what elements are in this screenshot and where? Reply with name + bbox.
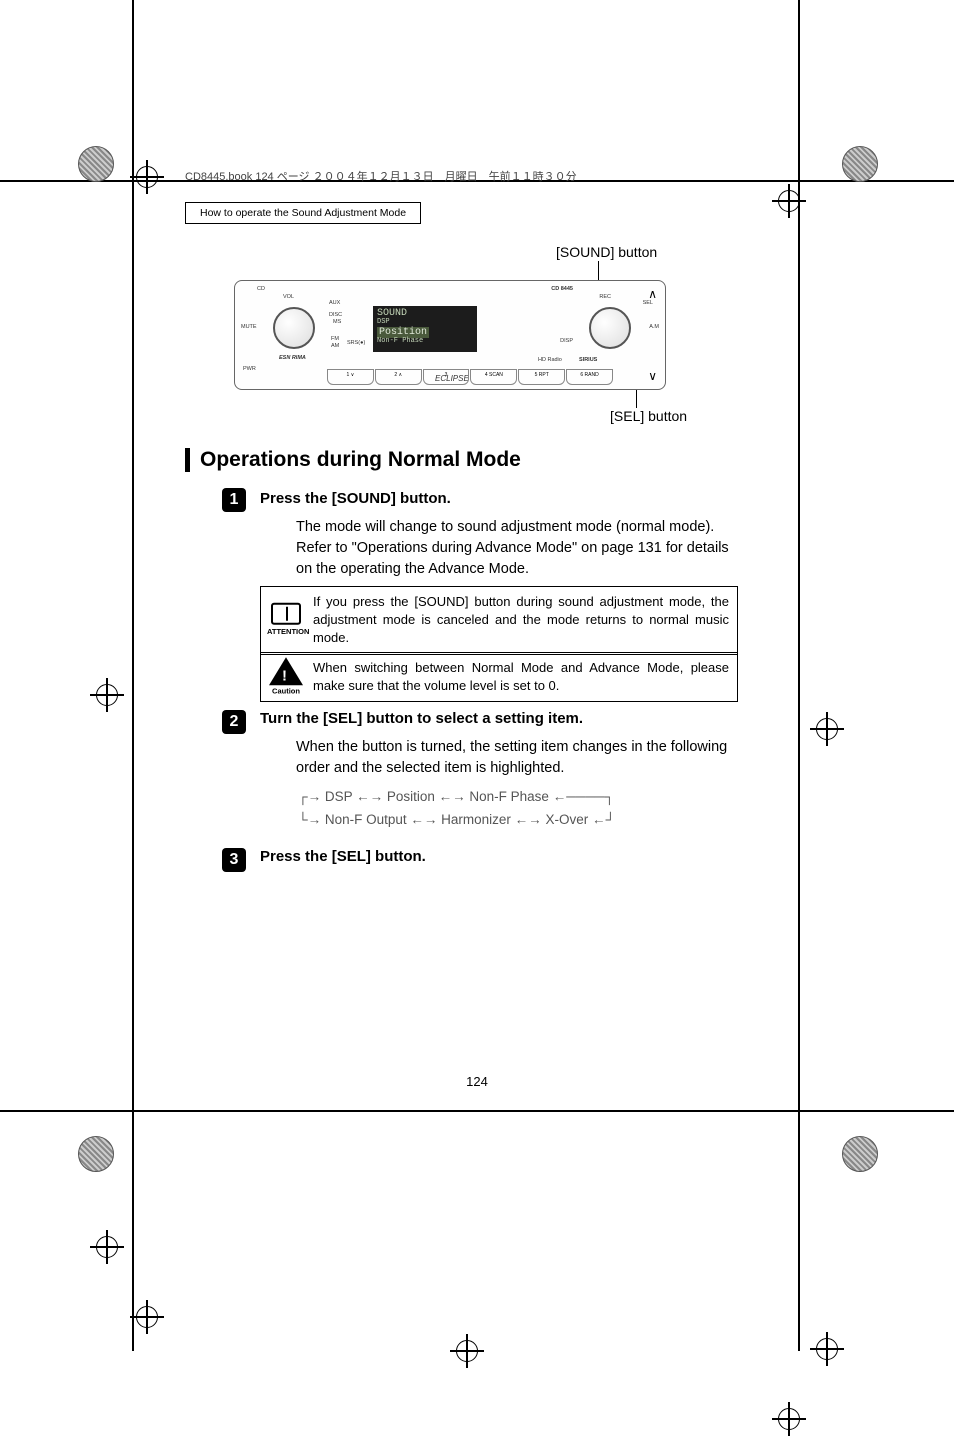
flow-position: Position [387,789,435,804]
label-vol: VOL [283,295,294,301]
label-hdradio: HD Radio [538,358,562,364]
label-am: AM [331,344,339,350]
section-header: Operations during Normal Mode [185,448,521,472]
note-caution-text: When switching between Normal Mode and A… [313,660,729,693]
label-esn: ESN RIMA [279,356,306,362]
flow-harmonizer: Harmonizer [441,812,511,827]
flow-xover: X-Over [545,812,588,827]
label-disc: DISC [329,313,342,319]
page-number: 124 [0,1074,954,1089]
note-attention: ATTENTION If you press the [SOUND] butto… [260,586,738,655]
crosshair-mr [810,712,844,746]
print-mark-circle-tl [78,146,114,182]
step-2-body: When the button is turned, the setting i… [296,737,740,779]
preset-6: 6 RAND [566,369,613,385]
preset-5: 5 RPT [518,369,565,385]
crosshair-bc [450,1334,484,1368]
caution-caption: Caution [267,686,305,697]
header-stamp: CD8445.book 124 ページ ２００４年１２月１３日 月曜日 午前１１… [185,168,577,184]
step-number-2: 2 [222,710,246,734]
lcd-display: SOUND DSP Position Non-F Phase [373,306,477,352]
callout-sel-button: [SEL] button [610,408,687,424]
crosshair-br1 [810,1332,844,1366]
section-title: Operations during Normal Mode [200,448,521,472]
print-mark-circle-tr [842,146,878,182]
step-2: 2 Turn the [SEL] button to select a sett… [260,710,740,779]
label-sel: SEL [643,301,653,307]
flow-diagram: ┌→ DSP ←→ Position ←→ Non-F Phase ←────┐… [298,786,615,832]
label-sirius: SIRIUS [579,358,597,364]
label-cd: CD [257,287,265,293]
note-attention-text: If you press the [SOUND] button during s… [313,594,729,645]
section-bar-icon [185,448,190,472]
label-model: CD 8445 [551,287,573,293]
step-1: 1 Press the [SOUND] button. The mode wil… [260,490,740,580]
preset-row: 1 ∨ 2 ∧ 3 4 SCAN 5 RPT 6 RAND [327,369,613,385]
frame-vline-left [132,0,134,1351]
label-fm: FM [331,337,339,343]
step-1-title: Press the [SOUND] button. [260,490,740,507]
flow-row2: └→ Non-F Output ←→ Harmonizer ←→ X-Over … [298,809,615,832]
crosshair-bl1 [90,1230,124,1264]
display-line1: SOUND [377,308,473,319]
label-mute: MUTE [241,325,257,331]
knob-left [273,307,315,349]
label-am2: A.M [649,325,659,331]
flow-dsp: DSP [325,789,353,804]
label-aux: AUX [329,301,340,307]
preset-3: 3 [423,369,470,385]
crosshair-tl [130,160,164,194]
preset-4: 4 SCAN [470,369,517,385]
knob-right [589,307,631,349]
running-head: How to operate the Sound Adjustment Mode [185,202,421,224]
label-srs: SRS(●) [347,341,365,347]
print-mark-circle-br [842,1136,878,1172]
flow-nonfout: Non-F Output [325,812,407,827]
crosshair-ml [90,678,124,712]
step-number-1: 1 [222,488,246,512]
step-1-body: The mode will change to sound adjustment… [296,517,740,580]
step-3: 3 Press the [SEL] button. [260,848,740,875]
label-rec: REC [599,295,611,301]
crosshair-br2 [772,1402,806,1436]
label-ms: MS [333,320,341,326]
caution-icon: Caution [267,657,305,697]
callout-sound-button: [SOUND] button [556,244,657,260]
label-disp: DISP [560,339,573,345]
flow-row1: ┌→ DSP ←→ Position ←→ Non-F Phase ←────┐ [298,786,615,809]
preset-1: 1 ∨ [327,369,374,385]
product-figure: SOUND DSP Position Non-F Phase CD VOL AU… [234,280,666,390]
attention-caption: ATTENTION [267,627,305,638]
display-line2: DSP [377,319,473,327]
frame-hline-bottom [0,1110,954,1112]
crosshair-bl2 [130,1300,164,1334]
step-2-title: Turn the [SEL] button to select a settin… [260,710,740,727]
preset-2: 2 ∧ [375,369,422,385]
up-caret-icon: ∧ [648,287,657,301]
down-caret-icon: ∨ [648,369,657,383]
note-caution: Caution When switching between Normal Mo… [260,652,738,702]
crosshair-tr [772,184,806,218]
flow-nonfphase: Non-F Phase [469,789,549,804]
display-line4: Non-F Phase [377,338,473,346]
step-3-title: Press the [SEL] button. [260,848,740,865]
step-number-3: 3 [222,848,246,872]
label-pwr: PWR [243,367,256,373]
print-mark-circle-bl [78,1136,114,1172]
attention-icon: ATTENTION [267,603,305,638]
